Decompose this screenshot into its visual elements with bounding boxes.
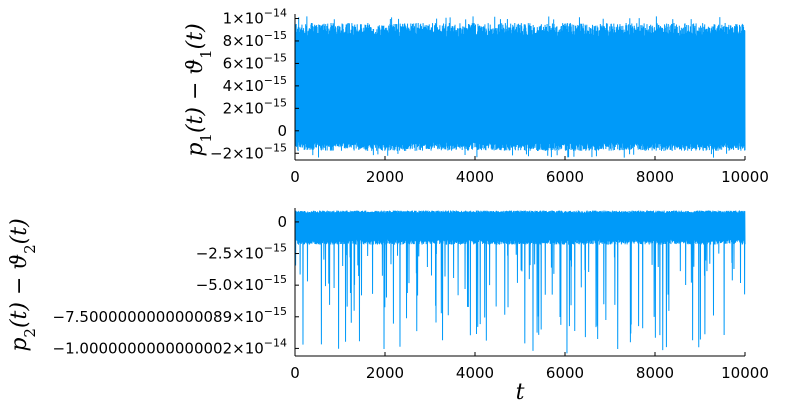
x-tick-label: 10000 — [721, 364, 769, 382]
y-tick-label: 8×10−15 — [223, 29, 287, 50]
x-tick-label: 2000 — [366, 364, 404, 382]
y-tick-label: 6×10−15 — [223, 51, 287, 72]
bottom-y-ticks: −1.0000000000000002×10−14 −7.500000000000… — [53, 213, 299, 357]
top-y-axis-label: p1(t) − ϑ1(t) — [183, 23, 215, 156]
x-tick-label: 10000 — [721, 168, 769, 186]
x-tick-label: 0 — [290, 364, 300, 382]
y-tick-label: 2×10−15 — [223, 96, 287, 117]
y-tick-label: 4×10−15 — [223, 74, 287, 95]
bottom-plot-panel: 0 2000 4000 6000 8000 10000 −1.00000000000000… — [7, 208, 769, 400]
x-tick-label: 4000 — [456, 364, 494, 382]
y-tick-label: −7.5000000000000089×10−15 — [53, 305, 287, 326]
x-tick-label: 6000 — [546, 168, 584, 186]
x-tick-label: 0 — [290, 168, 300, 186]
y-tick-label: −1.0000000000000002×10−14 — [53, 336, 287, 357]
top-plot-panel: 0 2000 4000 6000 8000 10000 −2×10−150 2×10−154… — [183, 6, 769, 186]
x-tick-label: 4000 — [456, 168, 494, 186]
top-y-ticks: −2×10−150 2×10−154×10−156×10−158×10−151×1… — [210, 6, 299, 162]
series-polyline — [294, 16, 746, 158]
x-tick-label: 6000 — [546, 364, 584, 382]
bottom-x-ticks: 0 2000 4000 6000 8000 10000 — [290, 352, 769, 382]
y-tick-label: −2×10−15 — [210, 141, 287, 162]
x-tick-label: 2000 — [366, 168, 404, 186]
bottom-y-axis-label: p2(t) − ϑ2(t) — [7, 218, 39, 351]
top-x-ticks: 0 2000 4000 6000 8000 10000 — [290, 156, 769, 186]
y-tick-label: −5.0×10−15 — [196, 273, 287, 294]
series-line-2 — [294, 210, 746, 354]
y-tick-label: 1×10−14 — [223, 6, 287, 27]
y-tick-label: 0 — [277, 122, 287, 140]
y-tick-label: −2.5×10−15 — [196, 242, 287, 263]
x-tick-label: 8000 — [636, 168, 674, 186]
bottom-x-axis-label: t — [516, 380, 525, 400]
series-polyline — [294, 210, 746, 354]
y-tick-label: 0 — [277, 213, 287, 231]
x-tick-label: 8000 — [636, 364, 674, 382]
series-line-1 — [294, 16, 746, 158]
